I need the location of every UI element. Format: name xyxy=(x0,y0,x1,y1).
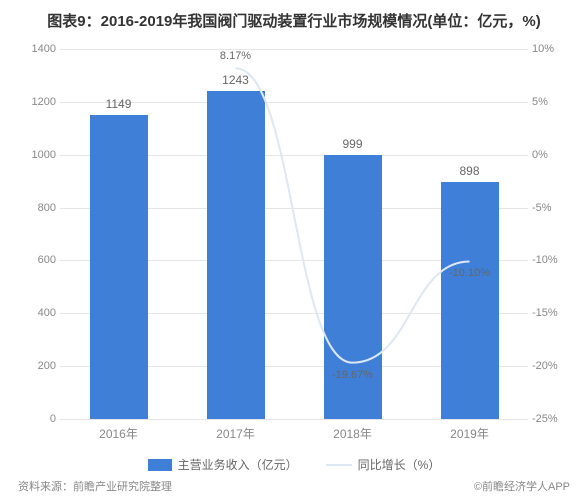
y-right-tick: -5% xyxy=(532,202,570,214)
x-axis: 2016年2017年2018年2019年 xyxy=(60,425,528,442)
y-left-tick: 600 xyxy=(18,254,56,266)
watermark-text: ©前瞻经济学人APP xyxy=(474,478,570,494)
line-value-label: -10.10% xyxy=(449,267,490,279)
y-axis-right: -25%-20%-15%-10%-5%0%5%10% xyxy=(532,49,570,419)
y-left-tick: 800 xyxy=(18,202,56,214)
y-left-tick: 1200 xyxy=(18,96,56,108)
y-right-tick: -25% xyxy=(532,413,570,425)
x-tick: 2016年 xyxy=(60,425,177,442)
legend-bar-label: 主营业务收入（亿元） xyxy=(178,456,298,473)
legend-bar-swatch xyxy=(148,459,172,471)
y-axis-left: 0200400600800100012001400 xyxy=(18,49,56,419)
grid-line xyxy=(60,419,528,420)
y-left-tick: 200 xyxy=(18,360,56,372)
y-left-tick: 0 xyxy=(18,413,56,425)
y-left-tick: 1000 xyxy=(18,149,56,161)
x-tick: 2017年 xyxy=(177,425,294,442)
bar: 1243 xyxy=(207,91,265,420)
y-right-tick: 10% xyxy=(532,43,570,55)
footer: 资料来源：前瞻产业研究院整理 ©前瞻经济学人APP xyxy=(18,478,570,494)
legend-line-label: 同比增长（%） xyxy=(358,456,441,473)
y-right-tick: -10% xyxy=(532,254,570,266)
bar-column: 1243 xyxy=(177,49,294,419)
legend: 主营业务收入（亿元） 同比增长（%） xyxy=(18,456,570,473)
y-right-tick: -15% xyxy=(532,307,570,319)
bars-group: 1149 1243 999 898 xyxy=(60,49,528,419)
y-right-tick: 0% xyxy=(532,149,570,161)
legend-line-item: 同比增长（%） xyxy=(326,456,441,473)
chart-container: 图表9：2016-2019年我国阀门驱动装置行业市场规模情况(单位：亿元，%) … xyxy=(0,0,588,500)
y-left-tick: 400 xyxy=(18,307,56,319)
bar-column: 999 xyxy=(294,49,411,419)
y-left-tick: 1400 xyxy=(18,43,56,55)
y-right-tick: 5% xyxy=(532,96,570,108)
x-tick: 2019年 xyxy=(411,425,528,442)
y-right-tick: -20% xyxy=(532,360,570,372)
bar: 1149 xyxy=(90,115,148,419)
bar-value-label: 1243 xyxy=(222,73,249,87)
bar-value-label: 999 xyxy=(342,137,362,151)
bar: 898 xyxy=(441,182,499,419)
source-text: 资料来源：前瞻产业研究院整理 xyxy=(18,478,172,494)
legend-bar-item: 主营业务收入（亿元） xyxy=(148,456,298,473)
plot-area: 0200400600800100012001400 -25%-20%-15%-1… xyxy=(60,49,528,419)
line-value-label: -19.67% xyxy=(332,369,373,381)
bar-column: 898 xyxy=(411,49,528,419)
bar-value-label: 1149 xyxy=(106,97,132,111)
line-value-label: 8.17% xyxy=(220,50,251,62)
legend-line-swatch xyxy=(326,464,352,466)
bar-value-label: 898 xyxy=(459,164,479,178)
chart-title: 图表9：2016-2019年我国阀门驱动装置行业市场规模情况(单位：亿元，%) xyxy=(18,10,570,31)
bar-column: 1149 xyxy=(60,49,177,419)
x-tick: 2018年 xyxy=(294,425,411,442)
